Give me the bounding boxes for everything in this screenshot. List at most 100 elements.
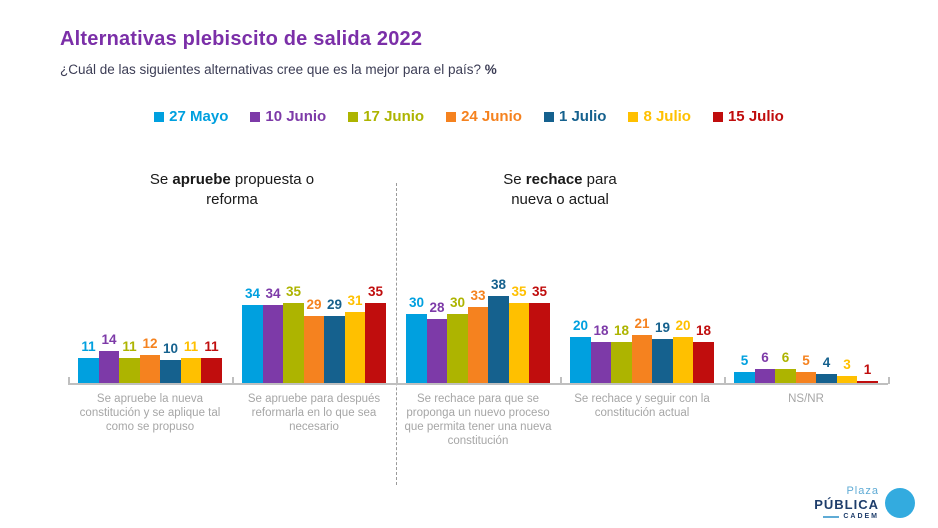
x-axis-tick bbox=[560, 377, 562, 384]
bar-value-label: 28 bbox=[429, 299, 445, 315]
legend-item-6: 15 Julio bbox=[712, 108, 784, 125]
group-header-pre: Se bbox=[503, 171, 526, 188]
bar-value-label: 20 bbox=[572, 318, 589, 333]
bar-15-julio-cat4 bbox=[857, 380, 878, 383]
bar-value-label: 31 bbox=[347, 292, 363, 308]
bar-1-julio-cat2 bbox=[488, 295, 509, 383]
x-axis-tick bbox=[396, 377, 398, 384]
group-header-bold: apruebe bbox=[172, 171, 231, 188]
bar-1-julio-cat0 bbox=[160, 360, 181, 383]
x-axis-tick bbox=[888, 377, 890, 384]
legend-label: 8 Julio bbox=[643, 108, 691, 125]
bar-value-label: 35 bbox=[531, 283, 548, 299]
bar-value-label: 11 bbox=[122, 338, 137, 354]
bar-value-label: 14 bbox=[101, 331, 117, 347]
bar-value-label: 20 bbox=[675, 318, 691, 333]
bar-value-label: 4 bbox=[822, 354, 831, 370]
bar-27-mayo-cat4 bbox=[734, 371, 755, 383]
bar-27-mayo-cat0 bbox=[78, 357, 99, 383]
logo-cadem-text: CADEM bbox=[843, 513, 879, 520]
legend-item-1: 10 Junio bbox=[250, 108, 326, 125]
bar-24-junio-cat1 bbox=[303, 316, 325, 383]
bar-24-junio-cat2 bbox=[467, 307, 489, 383]
legend: 27 Mayo 10 Junio 17 Junio 24 Junio 1 Julio 8 … bbox=[0, 108, 938, 125]
legend-swatch-icon bbox=[628, 111, 639, 122]
bar-8-julio-cat4 bbox=[836, 376, 858, 383]
bar-10-junio-cat3 bbox=[590, 341, 612, 383]
bar-27-mayo-cat3 bbox=[570, 337, 591, 383]
bar-10-junio-cat4 bbox=[754, 369, 776, 383]
legend-swatch-icon bbox=[250, 111, 261, 122]
bar-value-label: 33 bbox=[470, 288, 486, 304]
subtitle: ¿Cuál de las siguientes alternativas cre… bbox=[60, 62, 497, 77]
bar-value-label: 11 bbox=[183, 338, 199, 354]
legend-label: 27 Mayo bbox=[169, 108, 229, 125]
bar-1-julio-cat3 bbox=[652, 339, 673, 383]
x-axis-line bbox=[68, 383, 888, 385]
section-divider-dashed-line bbox=[396, 183, 397, 485]
legend-item-4: 1 Julio bbox=[543, 108, 607, 125]
legend-label: 15 Julio bbox=[727, 108, 784, 125]
bar-8-julio-cat1 bbox=[344, 311, 366, 383]
subtitle-percent: % bbox=[484, 62, 497, 77]
bar-15-julio-cat2 bbox=[529, 302, 550, 383]
bar-value-label: 30 bbox=[449, 295, 466, 310]
bar-value-label: 10 bbox=[162, 341, 179, 356]
bar-value-label: 11 bbox=[81, 338, 96, 354]
logo-publica-text: PÚBLICA bbox=[814, 497, 879, 512]
category-label-2: Se rechace para que se proponga un nuevo… bbox=[404, 393, 552, 447]
bar-27-mayo-cat2 bbox=[406, 314, 427, 383]
group-header-pre: Se bbox=[149, 171, 173, 188]
legend-swatch-icon bbox=[348, 111, 359, 122]
legend-item-2: 17 Junio bbox=[348, 108, 424, 125]
bar-10-junio-cat1 bbox=[262, 304, 284, 383]
bar-8-julio-cat3 bbox=[672, 337, 694, 383]
subtitle-text: ¿Cuál de las siguientes alternativas cre… bbox=[60, 62, 485, 77]
bar-value-label: 11 bbox=[204, 338, 219, 354]
bar-15-julio-cat3 bbox=[693, 341, 714, 383]
group-header-rechace: Se rechace para nueva o actual bbox=[485, 170, 635, 210]
logo-swirl-blue bbox=[885, 488, 915, 518]
legend-swatch-icon bbox=[712, 111, 723, 122]
bar-value-label: 18 bbox=[695, 322, 712, 338]
bar-value-label: 5 bbox=[802, 352, 810, 368]
bar-value-label: 1 bbox=[863, 361, 872, 377]
bar-10-junio-cat0 bbox=[98, 350, 120, 383]
x-axis-tick bbox=[724, 377, 726, 384]
bar-15-julio-cat1 bbox=[365, 302, 386, 383]
bar-value-label: 21 bbox=[634, 315, 650, 331]
legend-label: 10 Junio bbox=[265, 108, 327, 125]
bar-value-label: 6 bbox=[761, 350, 769, 366]
x-axis-tick bbox=[68, 377, 70, 384]
bar-24-junio-cat3 bbox=[631, 334, 653, 383]
logo-dash bbox=[823, 515, 840, 518]
plaza-publica-cadem-logo: Plaza PÚBLICA CADEM bbox=[780, 482, 916, 524]
group-header-apruebe: Se apruebe propuesta o reforma bbox=[127, 170, 337, 210]
group-header-bold: rechace bbox=[525, 171, 583, 188]
bar-15-julio-cat0 bbox=[201, 357, 222, 383]
bar-value-label: 38 bbox=[490, 276, 507, 292]
bar-1-julio-cat1 bbox=[324, 316, 345, 383]
category-label-1: Se apruebe para después reformarla en lo… bbox=[247, 393, 381, 433]
group-header-post: para nueva o actual bbox=[511, 171, 617, 208]
bar-17-junio-cat0 bbox=[119, 357, 140, 383]
logo-swirl-icon bbox=[885, 488, 915, 518]
group-header-post: propuesta o reforma bbox=[206, 171, 315, 208]
logo-text: Plaza PÚBLICA CADEM bbox=[814, 485, 879, 521]
category-label-3: Se rechace y seguir con la constitución … bbox=[574, 393, 710, 419]
bar-value-label: 34 bbox=[244, 285, 261, 301]
legend-label: 17 Junio bbox=[363, 108, 425, 125]
bar-value-label: 29 bbox=[326, 297, 343, 313]
category-label-0: Se apruebe la nueva constitución y se ap… bbox=[79, 393, 221, 433]
bar-value-label: 29 bbox=[306, 297, 322, 313]
bar-value-label: 35 bbox=[285, 283, 302, 299]
bar-24-junio-cat0 bbox=[139, 355, 161, 383]
legend-label: 1 Julio bbox=[558, 108, 607, 125]
legend-item-3: 24 Junio bbox=[446, 108, 522, 125]
logo-cadem-row: CADEM bbox=[814, 513, 879, 520]
legend-item-5: 8 Julio bbox=[628, 108, 691, 125]
bar-10-junio-cat2 bbox=[426, 318, 448, 383]
logo-plaza-text: Plaza bbox=[846, 485, 879, 497]
